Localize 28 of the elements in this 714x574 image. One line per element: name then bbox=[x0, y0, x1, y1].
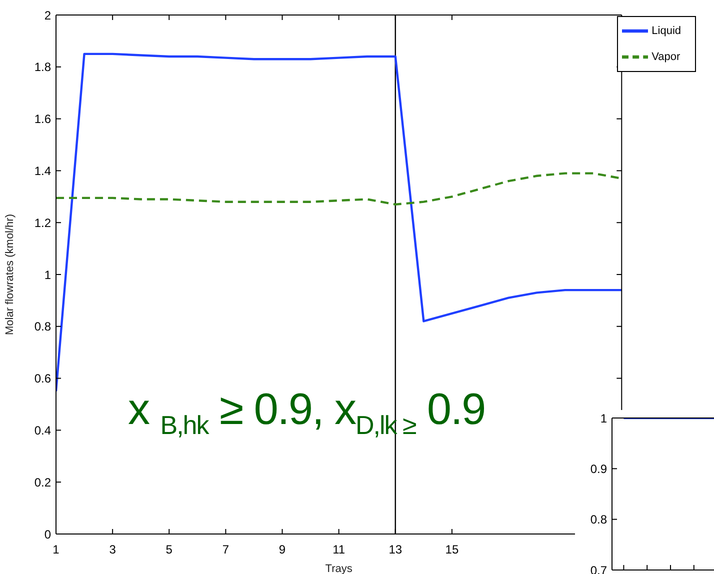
y-tick-label: 2 bbox=[44, 8, 52, 22]
y-tick-label: 1.2 bbox=[34, 216, 52, 230]
y-tick-label: 0 bbox=[44, 527, 52, 542]
x-axis-title: Trays bbox=[325, 562, 353, 574]
line-series bbox=[56, 172, 622, 206]
y-tick-label: 1.6 bbox=[34, 112, 52, 126]
x-tick-label: 13 bbox=[388, 542, 402, 557]
x-tick-label: 3 bbox=[109, 542, 116, 557]
x-tick-label: 7 bbox=[222, 542, 230, 557]
y-tick-label: 0.7 bbox=[590, 563, 608, 574]
y-tick-label: 0.6 bbox=[34, 372, 52, 386]
y-tick-label: 1.8 bbox=[34, 60, 52, 74]
x-tick-label: 5 bbox=[166, 542, 173, 557]
y-tick-label: 1 bbox=[44, 268, 52, 282]
y-tick-label: 0.8 bbox=[34, 320, 52, 334]
y-tick-label: 0.2 bbox=[34, 475, 52, 490]
y-tick-label: 1.4 bbox=[34, 164, 52, 178]
line-series bbox=[56, 52, 622, 392]
y-tick-label: 1 bbox=[600, 411, 608, 426]
x-tick-label: 9 bbox=[278, 542, 286, 557]
legend-label: Vapor bbox=[652, 50, 680, 63]
y-tick-label: 0.8 bbox=[590, 512, 608, 527]
x-tick-label: 11 bbox=[332, 542, 346, 557]
y-tick-label: 0.9 bbox=[590, 462, 608, 476]
y-axis-title: Molar flowrates (kmol/hr) bbox=[4, 214, 16, 336]
y-tick-label: 0.4 bbox=[34, 423, 52, 438]
x-tick-label: 15 bbox=[445, 542, 459, 557]
legend-label: Liquid bbox=[652, 24, 681, 37]
